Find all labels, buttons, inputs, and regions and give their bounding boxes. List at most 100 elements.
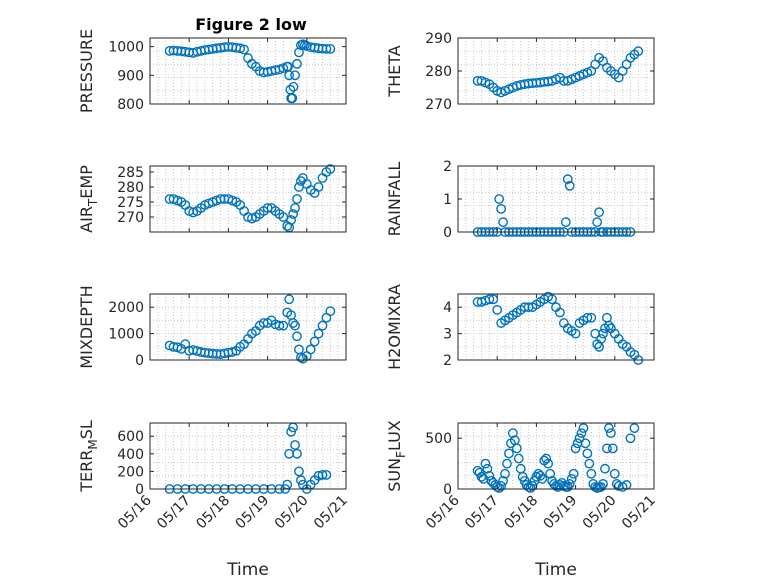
x-axis-label: Time [226, 560, 269, 580]
data-point-mixdepth [290, 320, 300, 331]
data-point-pressure [235, 43, 246, 54]
plot-area [150, 294, 346, 360]
data-point-terr_msl [296, 475, 306, 486]
y-tick-label: 275 [117, 195, 144, 211]
data-point-terr_msl [292, 448, 302, 459]
y-axis-label: TERRMSL [77, 420, 100, 493]
y-tick-label: 0 [443, 482, 452, 498]
data-point-pressure [294, 47, 304, 58]
data-point-sun_flux [537, 473, 548, 484]
axes-box [457, 422, 655, 490]
data-point-air_temp [313, 182, 324, 192]
data-point-sun_flux [498, 475, 508, 486]
axes-box [149, 165, 347, 233]
data-point-h2omixra [604, 320, 614, 331]
data-point-sun_flux [576, 428, 587, 439]
data-point-sun_flux [480, 458, 491, 469]
data-point-pressure [287, 93, 298, 104]
y-tick-label: 200 [117, 464, 144, 480]
y-tick-label: 4 [443, 300, 452, 316]
data-point-h2omixra [596, 333, 606, 344]
y-axis-label: RAINFALL [385, 162, 404, 237]
x-tick-label: 05/16 [115, 492, 155, 532]
y-tick-label: 0 [135, 482, 144, 498]
data-point-theta [633, 46, 644, 57]
y-tick-label: 285 [117, 165, 144, 181]
data-point-sun_flux [545, 468, 556, 479]
data-point-mixdepth [325, 306, 336, 317]
y-axis-label: THETA [385, 45, 404, 97]
data-point-rainfall [562, 174, 573, 185]
data-point-rainfall [560, 217, 571, 228]
x-tick-label: 05/21 [619, 493, 659, 533]
data-point-pressure [284, 70, 295, 81]
y-axis-label: AIRTEMP [77, 165, 100, 233]
plot-area [150, 423, 346, 489]
data-point-h2omixra [598, 328, 608, 339]
data-point-sun_flux [500, 468, 510, 479]
figure-title: Figure 2 low [195, 15, 307, 34]
data-point-h2omixra [570, 328, 581, 339]
x-axis-label: Time [534, 560, 577, 580]
data-point-sun_flux [502, 458, 512, 469]
data-point-rainfall [594, 207, 605, 218]
y-tick-label: 270 [117, 210, 144, 226]
data-point-mixdepth [278, 320, 289, 331]
data-point-h2omixra [492, 304, 503, 315]
data-point-sun_flux [513, 453, 524, 464]
x-tick-label: 05/20 [272, 493, 312, 533]
data-point-pressure [292, 58, 302, 69]
y-tick-label: 280 [117, 180, 144, 196]
data-point-h2omixra [555, 307, 565, 318]
data-point-h2omixra [582, 312, 593, 323]
data-point-air_temp [286, 215, 297, 225]
y-tick-label: 2000 [108, 300, 144, 316]
plot-area [458, 294, 654, 360]
y-axis-label: SUNFLUX [385, 420, 408, 492]
panel-sun_flux: 0 500 05/16 05/17 05/18 05/19 05/20 05/21 Time SU… [385, 420, 659, 580]
data-point-mixdepth [284, 294, 295, 305]
data-point-terr_msl [286, 426, 297, 437]
data-point-sun_flux [504, 448, 514, 459]
data-point-rainfall [564, 180, 575, 191]
y-tick-label: 1000 [108, 40, 144, 56]
data-point-mixdepth [309, 336, 320, 347]
x-tick-label: 05/19 [233, 493, 273, 533]
data-point-sun_flux [543, 458, 554, 469]
y-axis-label: PRESSURE [77, 29, 96, 113]
plot-area [458, 166, 654, 232]
y-tick-label: 2 [443, 353, 452, 369]
axes-box [149, 293, 347, 361]
y-tick-label: 900 [117, 68, 144, 84]
y-tick-label: 270 [425, 97, 452, 113]
y-tick-label: 400 [117, 447, 144, 463]
data-point-air_temp [290, 203, 300, 213]
data-point-sun_flux [584, 458, 595, 469]
panel-theta: 270 280 290 THETA [385, 31, 655, 113]
data-point-sun_flux [604, 423, 614, 433]
data-point-sun_flux [611, 479, 622, 489]
x-tick-label: 05/18 [501, 493, 541, 533]
data-point-rainfall [494, 194, 505, 204]
data-point-sun_flux [605, 428, 616, 439]
data-point-mixdepth [296, 352, 306, 363]
y-tick-label: 2 [443, 159, 452, 175]
axes-box [149, 37, 347, 105]
y-axis-label: H2OMIXRA [385, 284, 404, 370]
data-point-sun_flux [568, 468, 579, 479]
data-point-h2omixra [484, 294, 495, 305]
data-point-sun_flux [600, 463, 610, 474]
data-point-terr_msl [317, 470, 328, 480]
y-tick-label: 800 [117, 97, 144, 113]
plot-area [458, 38, 654, 104]
data-point-air_temp [292, 194, 302, 204]
data-point-air_temp [325, 164, 336, 174]
data-point-mixdepth [317, 320, 328, 331]
data-point-mixdepth [292, 331, 302, 342]
data-point-sun_flux [582, 448, 593, 459]
data-point-sun_flux [580, 438, 591, 449]
data-point-h2omixra [586, 312, 597, 323]
y-tick-label: 0 [135, 353, 144, 369]
data-point-sun_flux [586, 468, 597, 479]
